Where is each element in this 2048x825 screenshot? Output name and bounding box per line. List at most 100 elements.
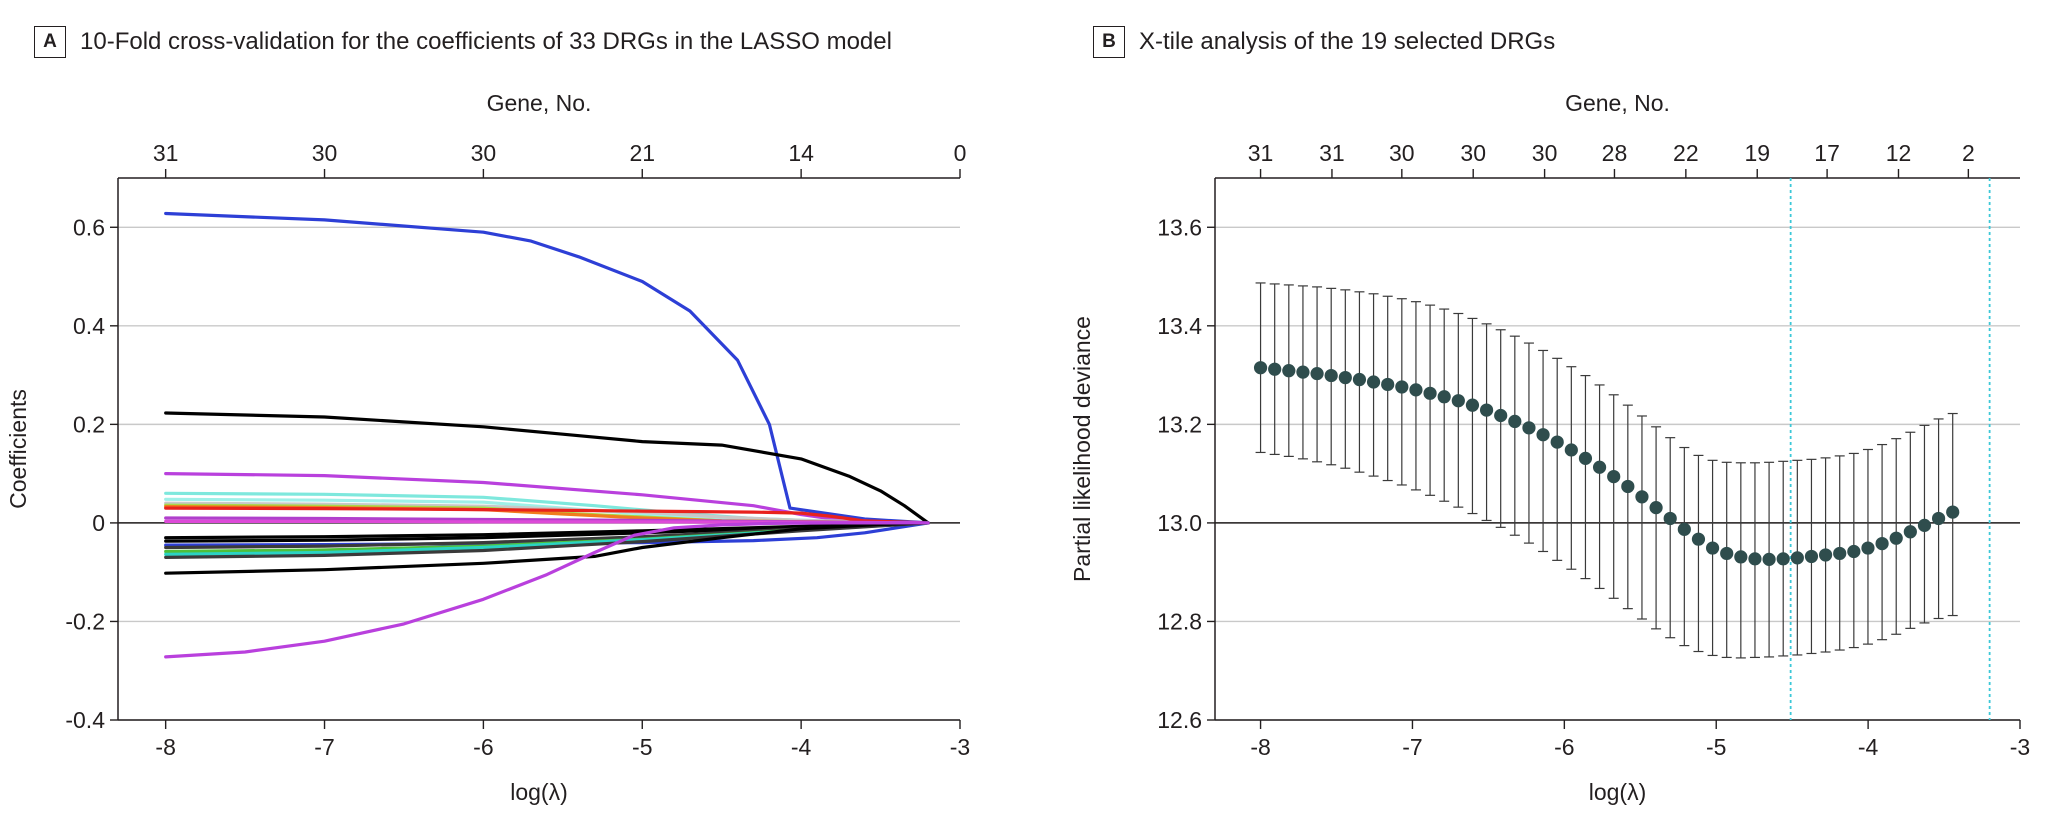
deviance-point: [1268, 362, 1282, 376]
a-x-tick-label: -8: [155, 734, 175, 760]
panel-b-header: B X-tile analysis of the 19 selected DRG…: [1093, 26, 1555, 58]
a-y-tick-label: 0: [92, 510, 105, 536]
a-x-tick-label: -6: [473, 734, 493, 760]
deviance-point: [1366, 375, 1381, 389]
deviance-point: [1253, 361, 1268, 375]
deviance-point: [1592, 460, 1607, 474]
b-x-axis-title: log(λ): [1589, 779, 1647, 805]
b-x-tick-label: -3: [2010, 734, 2030, 760]
deviance-point: [1889, 531, 1903, 545]
deviance-point: [1578, 451, 1593, 465]
a-x-tick-label: -3: [950, 734, 970, 760]
deviance-point: [1748, 552, 1762, 566]
b-top-tick-label: 31: [1248, 140, 1274, 166]
deviance-point: [1946, 505, 1960, 519]
deviance-point: [1734, 550, 1748, 564]
deviance-point: [1409, 383, 1423, 397]
panel-a-title: 10-Fold cross-validation for the coeffic…: [80, 28, 892, 55]
b-top-tick-label: 17: [1814, 140, 1840, 166]
deviance-point: [1536, 428, 1550, 442]
panel-a-letter: A: [34, 26, 66, 58]
b-y-tick-label: 12.8: [1157, 608, 1202, 634]
deviance-point: [1437, 390, 1451, 404]
b-y-tick-label: 12.6: [1157, 707, 1202, 733]
deviance-point: [1395, 380, 1409, 394]
deviance-point: [1720, 546, 1734, 561]
deviance-point: [1282, 364, 1296, 378]
deviance-point: [1494, 408, 1508, 423]
deviance-point: [1790, 551, 1804, 565]
a-top-tick-label: 21: [629, 140, 655, 166]
b-top-tick-label: 30: [1389, 140, 1415, 166]
deviance-point: [1776, 552, 1790, 566]
b-top-tick-label: 12: [1886, 140, 1912, 166]
b-y-tick-label: 13.6: [1157, 214, 1202, 240]
deviance-point: [1804, 549, 1819, 564]
b-top-tick-label: 30: [1460, 140, 1486, 166]
a-top-tick-label: 30: [471, 140, 497, 166]
deviance-point: [1451, 394, 1465, 408]
chart-a-coefficient-paths: -0.4 -0.2 0 0.2 0.4 0.6 -8 -7 -6 -5 -4 -3 log(λ) 31 30…: [5, 90, 970, 805]
b-top-tick-label: 31: [1319, 140, 1345, 166]
a-top-axis-title: Gene, No.: [487, 90, 592, 116]
deviance-point: [1677, 522, 1691, 536]
a-y-tick-label: -0.4: [65, 707, 105, 733]
deviance-point: [1607, 469, 1621, 484]
deviance-point: [1621, 479, 1635, 494]
a-x-tick-label: -5: [632, 734, 652, 760]
panel-a-header: A 10-Fold cross-validation for the coeff…: [34, 26, 892, 58]
a-top-tick-label: 14: [788, 140, 814, 166]
coefficient-path-gene-19: [164, 521, 930, 575]
deviance-point: [1352, 372, 1367, 387]
deviance-point: [1310, 367, 1324, 381]
deviance-point: [1931, 511, 1946, 526]
deviance-point: [1564, 443, 1578, 457]
panel-b-title: X-tile analysis of the 19 selected DRGs: [1139, 28, 1556, 55]
deviance-point: [1762, 552, 1776, 566]
a-y-axis-title: Coefficients: [5, 389, 31, 509]
a-top-tick-label: 30: [312, 140, 338, 166]
coefficient-path-gene-20: [164, 521, 930, 659]
deviance-point: [1833, 546, 1847, 561]
deviance-point: [1381, 377, 1395, 392]
deviance-point: [1705, 541, 1720, 555]
coefficient-path-gene-1: [164, 211, 930, 525]
deviance-point: [1423, 386, 1437, 400]
a-y-tick-label: 0.6: [73, 214, 105, 240]
a-y-tick-label: -0.2: [65, 608, 105, 634]
deviance-point: [1522, 421, 1536, 435]
b-x-tick-label: -4: [1858, 734, 1879, 760]
deviance-point: [1875, 537, 1889, 551]
b-top-tick-label: 30: [1532, 140, 1558, 166]
a-y-tick-label: 0.4: [73, 313, 105, 339]
deviance-point: [1663, 511, 1677, 526]
coefficient-path-gene-2: [164, 411, 930, 525]
b-top-tick-label: 19: [1744, 140, 1770, 166]
deviance-point: [1465, 398, 1480, 412]
b-top-tick-label: 22: [1673, 140, 1699, 166]
deviance-point: [1635, 490, 1649, 504]
a-x-axis-title: log(λ): [510, 779, 568, 805]
a-top-tick-label: 31: [153, 140, 179, 166]
deviance-point: [1324, 368, 1338, 383]
deviance-point: [1479, 403, 1494, 417]
deviance-point: [1818, 548, 1833, 562]
b-x-tick-label: -6: [1554, 734, 1574, 760]
a-y-tick-label: 0.2: [73, 411, 105, 437]
deviance-point: [1338, 370, 1352, 385]
deviance-point: [1917, 518, 1932, 532]
deviance-point: [1903, 525, 1917, 539]
chart-b-deviance-plot: 12.6 12.8 13.0 13.2 13.4 13.6 -8 -7 -6 -5 -4 -3 log(…: [1069, 90, 2030, 805]
b-top-tick-label: 2: [1962, 140, 1975, 166]
deviance-point: [1508, 414, 1522, 429]
deviance-point: [1296, 365, 1310, 379]
b-top-axis-title: Gene, No.: [1565, 90, 1670, 116]
deviance-point: [1861, 541, 1875, 555]
deviance-point: [1550, 435, 1564, 449]
deviance-point: [1649, 501, 1663, 515]
panel-b-letter: B: [1093, 26, 1125, 58]
coefficient-path-gene-18: [164, 521, 930, 560]
b-y-tick-label: 13.4: [1157, 313, 1202, 339]
b-y-tick-label: 13.2: [1157, 411, 1202, 437]
